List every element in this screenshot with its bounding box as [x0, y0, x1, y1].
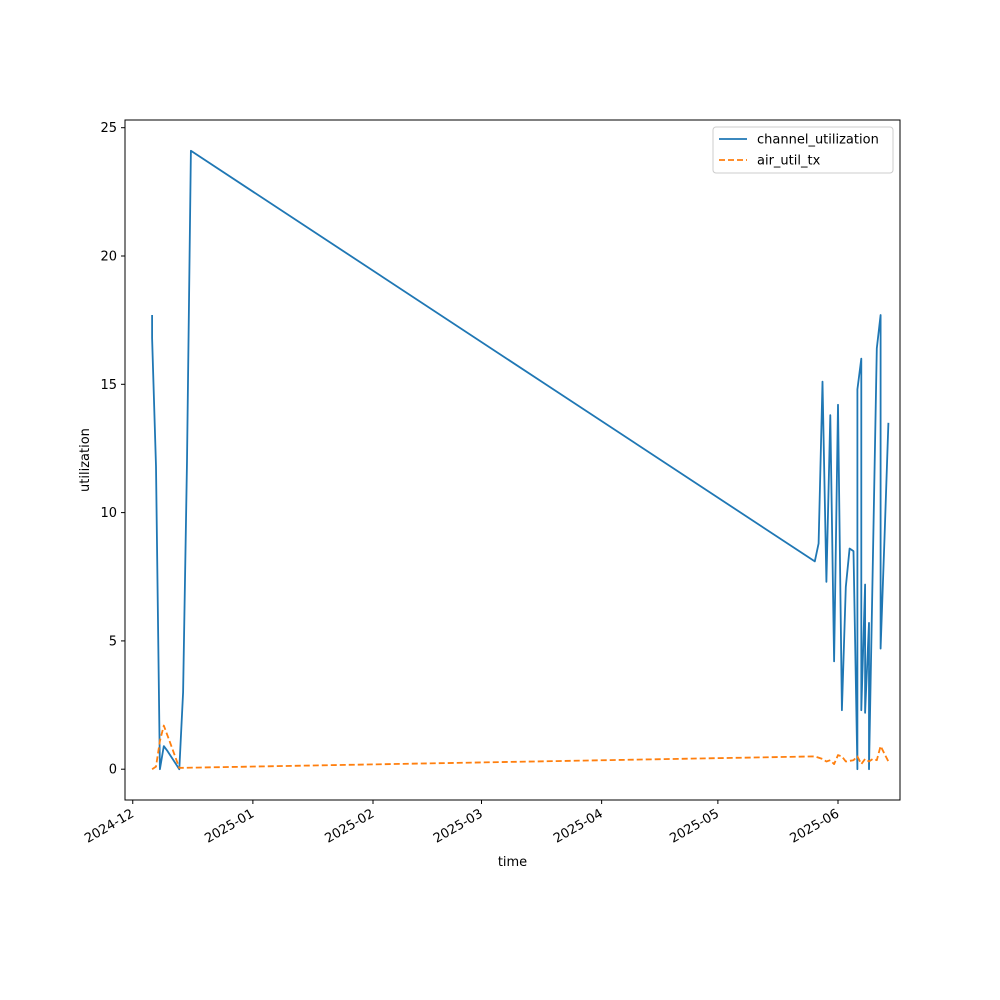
y-tick-label: 20 [100, 250, 117, 265]
y-tick-label: 25 [100, 121, 117, 136]
series-lines [151, 149, 890, 771]
series-line-air-util-tx [151, 724, 890, 770]
plot-frame [124, 119, 901, 801]
y-tick-label: 15 [100, 378, 117, 393]
y-tick-label: 10 [100, 506, 117, 521]
legend-label: channel_utilization [757, 133, 879, 148]
y-tick-label: 0 [109, 763, 117, 778]
legend-label: air_util_tx [757, 154, 821, 169]
y-tick-label: 5 [109, 634, 117, 649]
y-axis-label: utilization [78, 428, 93, 492]
legend: channel_utilization air_util_tx [712, 126, 894, 174]
legend-box [712, 126, 894, 174]
x-axis-label: time [498, 855, 527, 870]
y-axis: 0 5 10 15 20 25 [100, 121, 125, 778]
series-line-channel-utilization [151, 149, 890, 771]
